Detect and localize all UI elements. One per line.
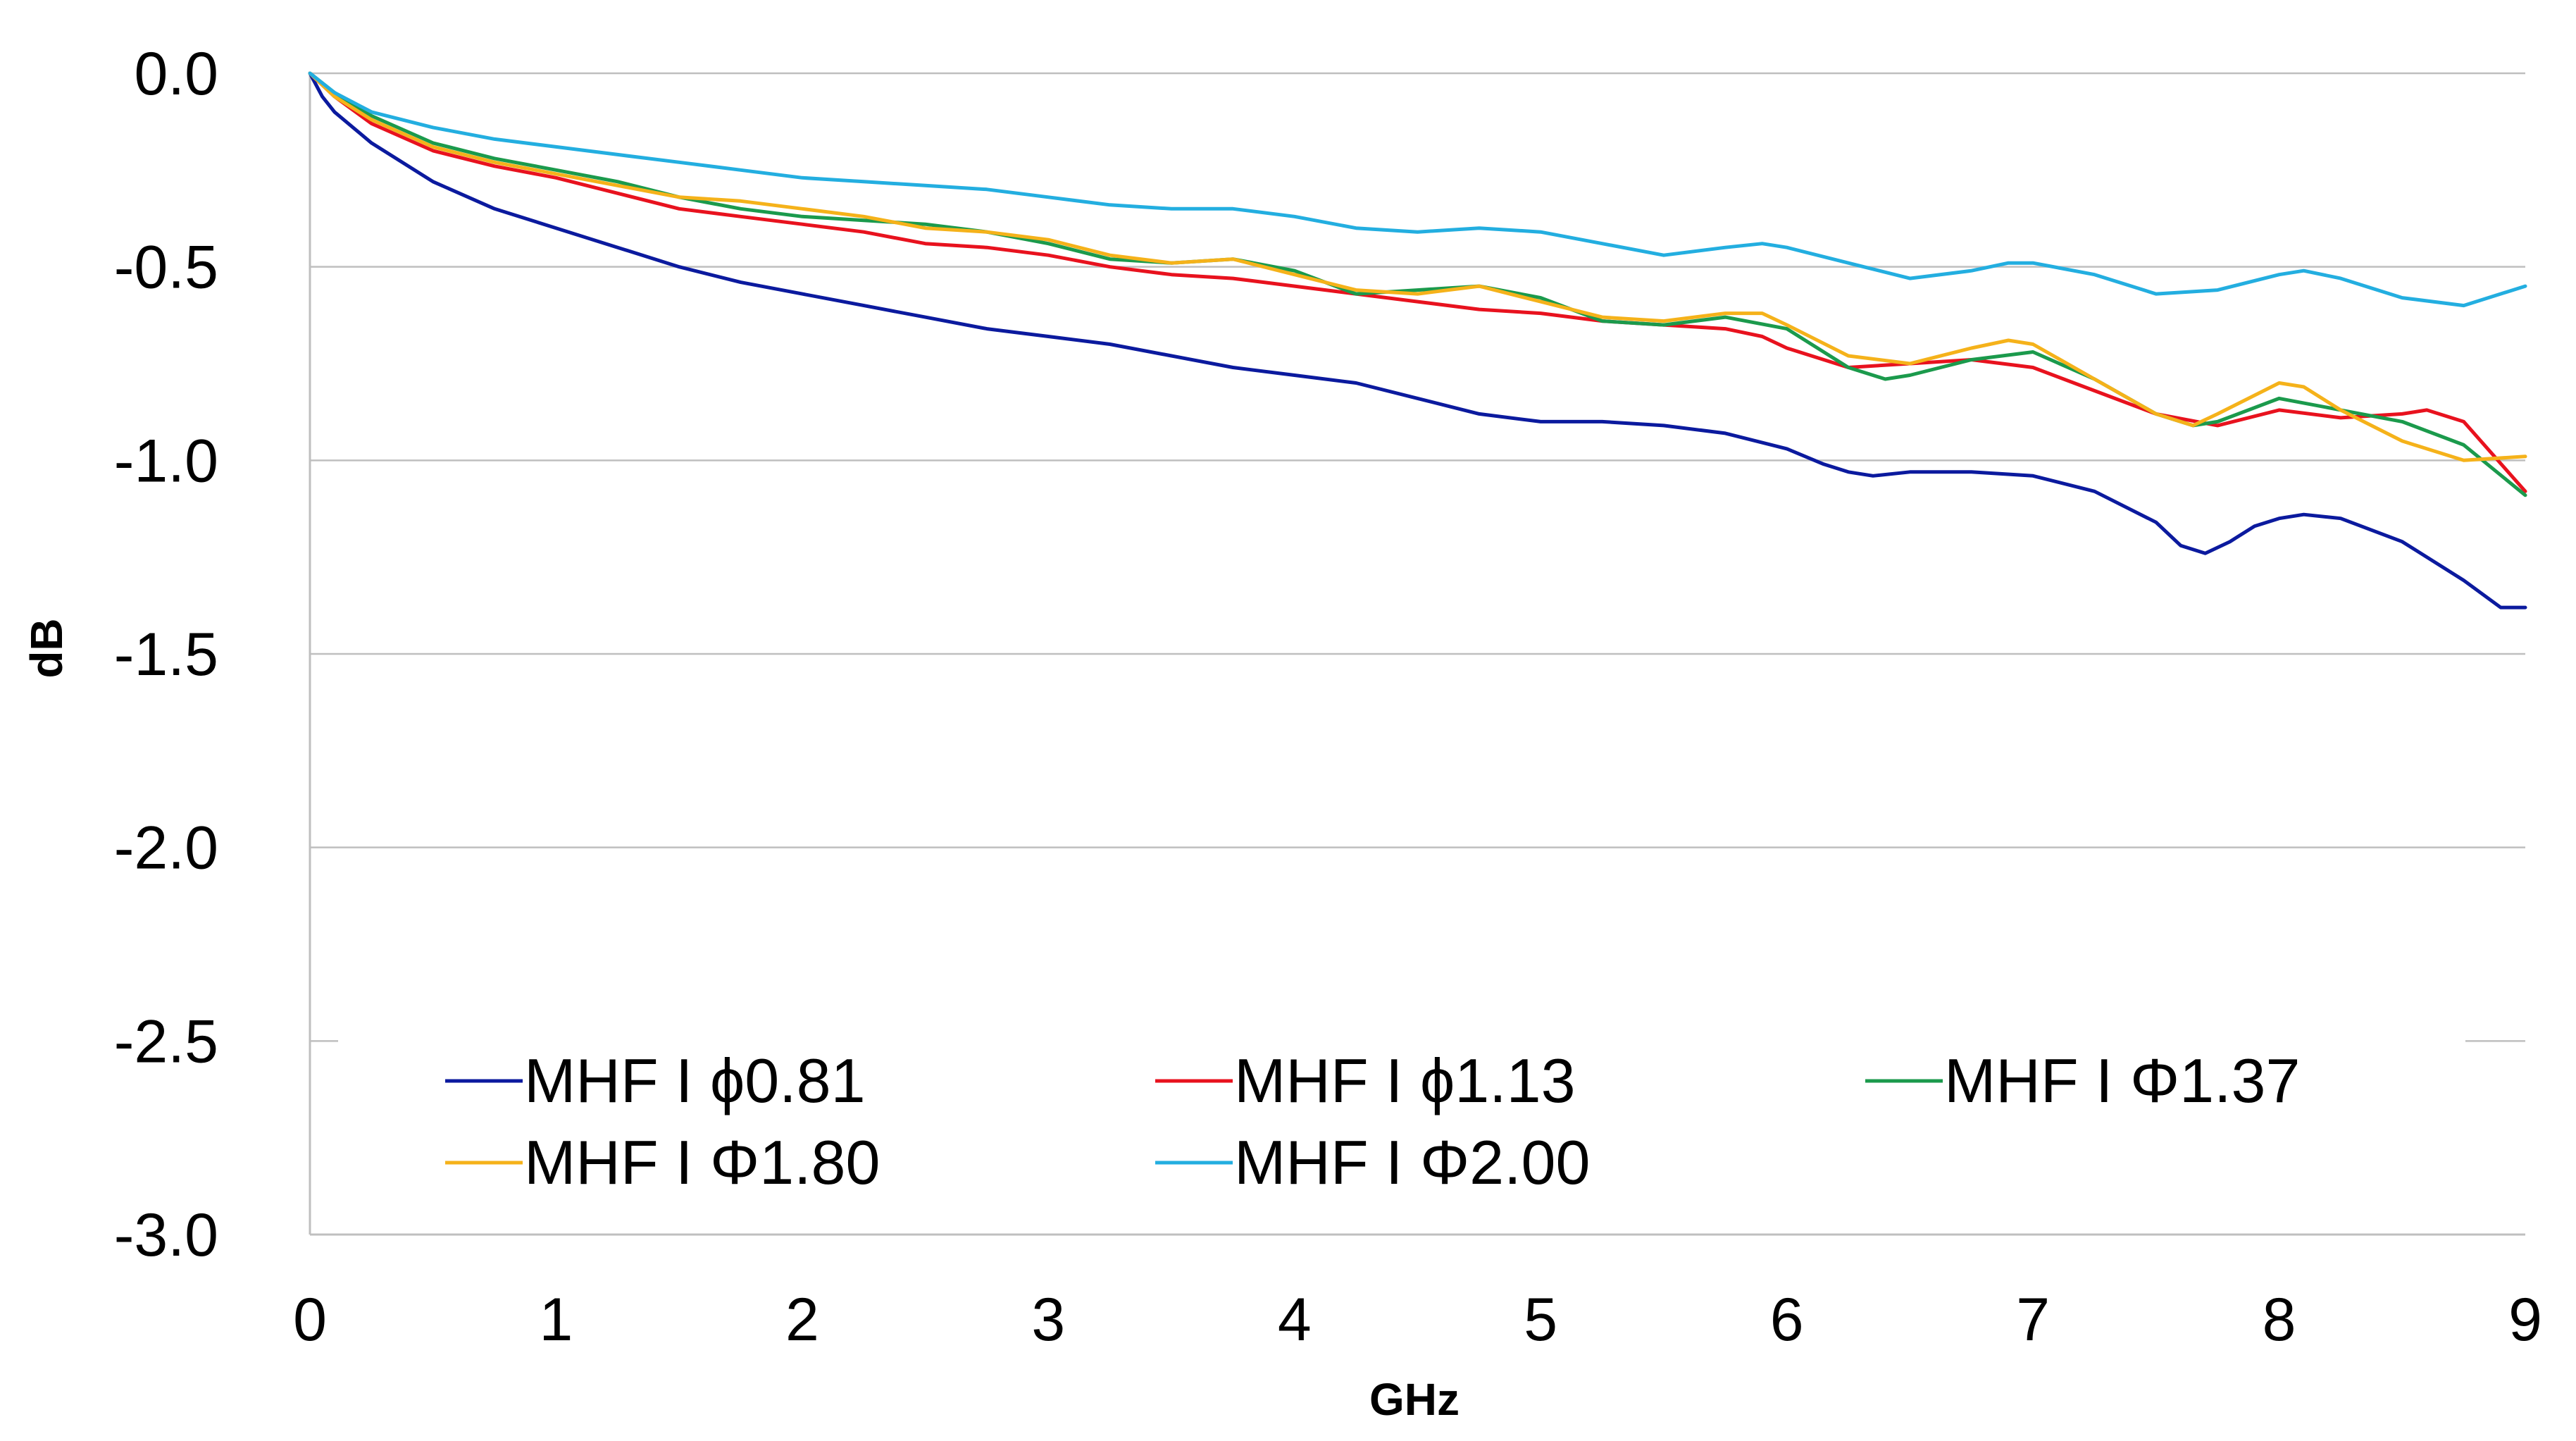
series-line-4	[308, 71, 2527, 462]
y-tick-label: -0.5	[114, 234, 218, 302]
x-tick-label: 3	[1031, 1286, 1065, 1354]
x-axis-title: GHz	[1369, 1374, 1460, 1425]
y-tick-label: -2.0	[114, 815, 218, 882]
y-tick-label: -3.0	[114, 1201, 218, 1269]
x-axis-ticks: 0 1 2 3 4 5 6 7 8 9	[293, 1286, 2542, 1354]
x-tick-label: 7	[2016, 1286, 2050, 1354]
x-tick-label: 2	[785, 1286, 819, 1354]
legend-label-1: MHF I ϕ0.81	[524, 1046, 866, 1115]
legend-label-5: MHF I Φ2.00	[1234, 1127, 1590, 1197]
x-tick-label: 1	[540, 1286, 573, 1354]
legend-label-2: MHF I ϕ1.13	[1234, 1046, 1576, 1115]
x-tick-label: 0	[293, 1286, 327, 1354]
y-tick-label: 0.0	[134, 40, 218, 108]
x-tick-label: 9	[2508, 1286, 2542, 1354]
series-line-1	[308, 71, 2527, 610]
x-tick-label: 8	[2263, 1286, 2296, 1354]
y-tick-label: -2.5	[114, 1008, 218, 1075]
series-line-3	[308, 71, 2527, 497]
series-line-2	[308, 71, 2527, 493]
y-tick-label: -1.5	[114, 621, 218, 688]
series-line-5	[308, 71, 2527, 308]
legend-label-3: MHF I Φ1.37	[1944, 1046, 2300, 1115]
legend-label-4: MHF I Φ1.80	[524, 1127, 880, 1197]
gridlines	[310, 72, 2525, 1042]
x-tick-label: 4	[1278, 1286, 1312, 1354]
y-tick-label: -1.0	[114, 427, 218, 495]
series-layer	[308, 71, 2527, 610]
y-axis-title: dB	[21, 618, 72, 678]
y-axis-ticks: 0.0 -0.5 -1.0 -1.5 -2.0 -2.5 -3.0	[114, 40, 218, 1269]
x-tick-label: 5	[1524, 1286, 1557, 1354]
x-tick-label: 6	[1770, 1286, 1804, 1354]
legend-background	[338, 1036, 2465, 1220]
legend: MHF I ϕ0.81 MHF I ϕ1.13 MHF I Φ1.37 MHF I Φ…	[338, 1036, 2465, 1220]
